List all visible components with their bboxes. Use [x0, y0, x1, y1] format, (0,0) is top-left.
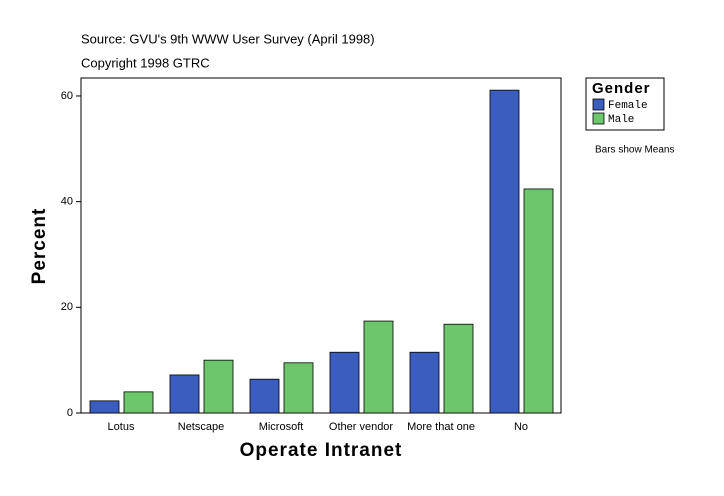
bar: [89, 400, 120, 414]
bar: [329, 351, 360, 414]
bar: [409, 351, 440, 414]
legend-title: Gender: [592, 80, 651, 97]
x-tick-label: Netscape: [178, 421, 224, 433]
bar: [489, 89, 520, 414]
legend-label: Male: [608, 114, 634, 126]
x-tick-label: Other vendor: [329, 421, 394, 433]
bar: [443, 323, 474, 414]
legend-label: Female: [608, 100, 648, 112]
note: Bars show Means: [595, 145, 674, 156]
x-tick-label: No: [514, 421, 528, 433]
y-tick-label: 60: [61, 90, 73, 102]
y-tick-label: 20: [61, 301, 73, 313]
bar: [283, 362, 314, 414]
x-tick-label: Microsoft: [259, 421, 304, 433]
x-tick-label: Lotus: [108, 421, 135, 433]
bar: [363, 320, 394, 414]
legend-swatch: [592, 98, 605, 111]
x-tick-label: More that one: [407, 421, 475, 433]
bar: [123, 391, 154, 414]
y-tick-label: 0: [67, 407, 73, 419]
bar: [249, 378, 280, 414]
x-axis-label: Operate Intranet: [240, 440, 403, 461]
legend-swatch: [592, 112, 605, 125]
bar: [203, 359, 234, 414]
y-axis-label: Percent: [29, 208, 50, 285]
bar: [169, 374, 200, 414]
bar: [523, 188, 554, 414]
plot-area: [80, 77, 562, 414]
chart-title: Source: GVU's 9th WWW User Survey (April…: [81, 31, 375, 46]
y-tick-label: 40: [61, 196, 73, 208]
chart-subtitle: Copyright 1998 GTRC: [81, 55, 210, 70]
